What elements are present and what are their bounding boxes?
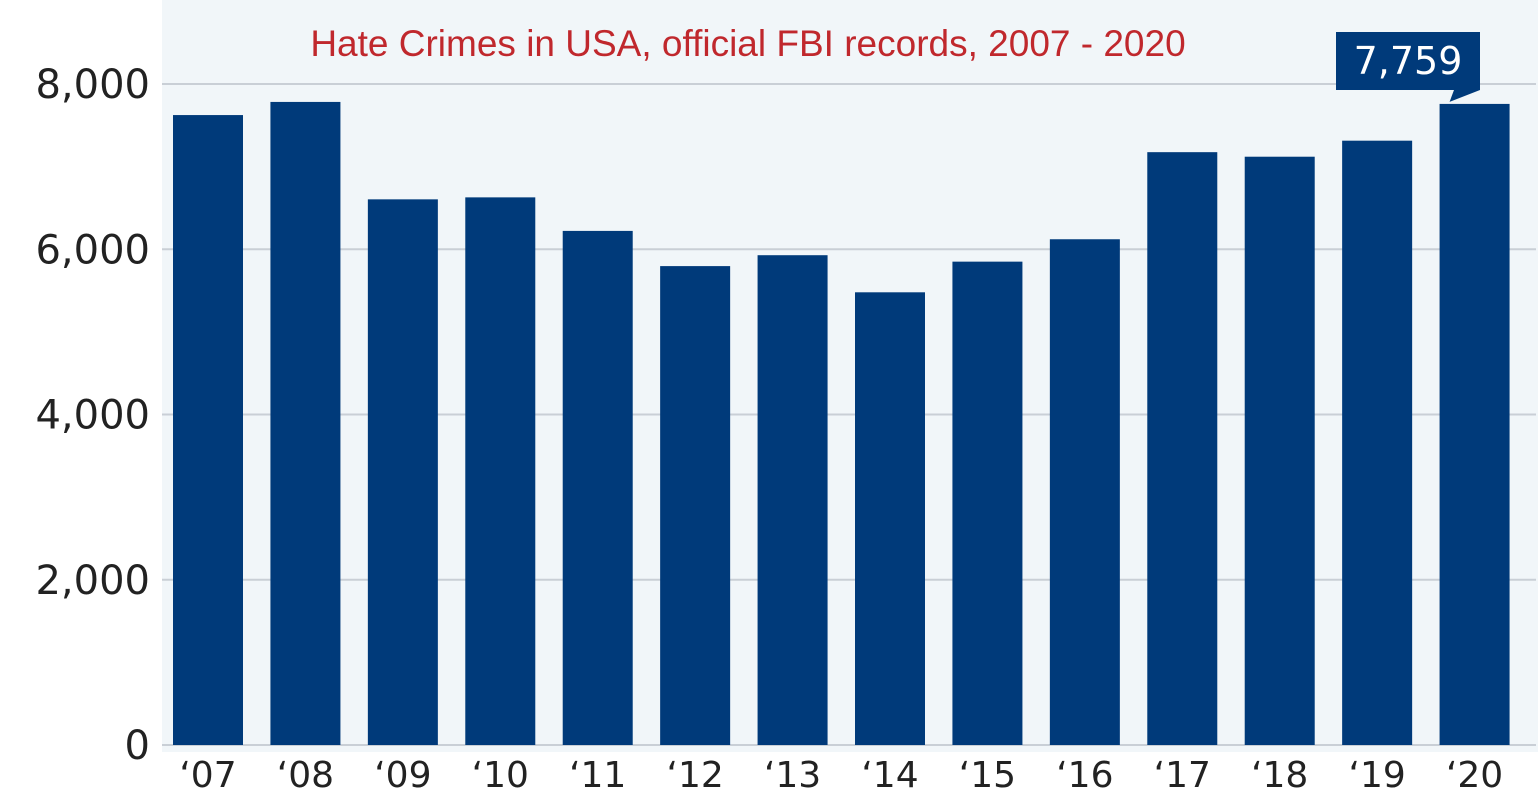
y-tick-label: 4,000	[35, 393, 150, 439]
x-tick-label: ‘18	[1251, 755, 1308, 796]
y-axis-ticks: 0 2,000 4,000 6,000 8,000	[35, 62, 150, 769]
x-tick-label: ‘11	[569, 755, 626, 796]
bars	[173, 101, 1510, 746]
bar	[465, 197, 536, 745]
y-tick-label: 0	[125, 723, 150, 769]
bar	[367, 199, 438, 746]
callout-box	[1336, 32, 1480, 90]
bar	[1147, 152, 1218, 745]
y-tick-label: 8,000	[35, 62, 150, 108]
x-tick-label: ‘12	[667, 755, 724, 796]
x-tick-label: ‘19	[1349, 755, 1406, 796]
x-tick-label: ‘08	[277, 755, 334, 796]
bar	[1342, 140, 1413, 745]
y-tick-label: 2,000	[35, 558, 150, 604]
bar	[1049, 239, 1120, 745]
x-tick-label: ‘10	[472, 755, 529, 796]
callout-label: 7,759	[1354, 39, 1463, 83]
x-tick-label: ‘09	[374, 755, 431, 796]
x-tick-label: ‘15	[959, 755, 1016, 796]
value-callout: 7,759	[1336, 32, 1480, 102]
x-tick-label: ‘14	[861, 755, 918, 796]
x-axis-ticks: ‘07 ‘08 ‘09 ‘10 ‘11 ‘12 ‘13 ‘14 ‘15 ‘16 ‘17 ‘18 ‘19 ‘…	[179, 755, 1503, 796]
chart-title: Hate Crimes in USA, official FBI records…	[310, 23, 1185, 64]
bar	[660, 266, 731, 745]
bar	[1439, 103, 1510, 746]
bar	[562, 230, 633, 746]
bar	[855, 292, 925, 745]
bar	[952, 261, 1023, 745]
bar	[1244, 156, 1315, 745]
x-tick-label: ‘16	[1056, 755, 1113, 796]
y-tick-label: 6,000	[35, 227, 150, 273]
x-tick-label: ‘13	[764, 755, 821, 796]
x-tick-label: ‘20	[1446, 755, 1503, 796]
x-tick-label: ‘17	[1154, 755, 1211, 796]
bar	[757, 255, 828, 745]
callout-pointer	[1449, 90, 1480, 102]
bar	[270, 101, 341, 745]
x-tick-label: ‘07	[179, 755, 236, 796]
bar	[173, 115, 243, 745]
